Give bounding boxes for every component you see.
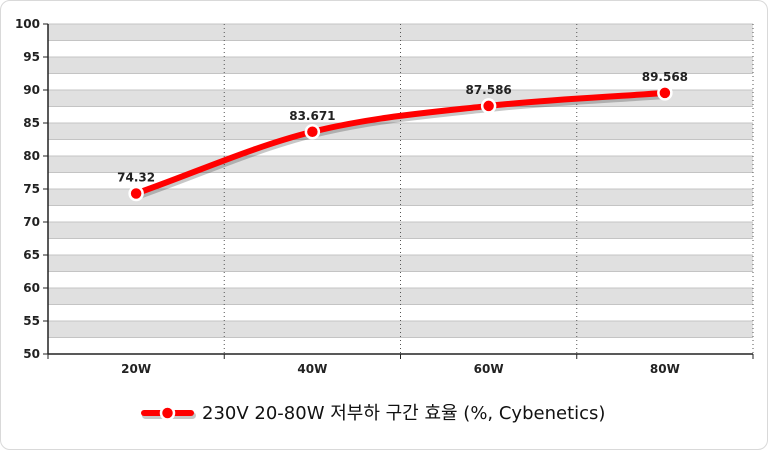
data-points — [128, 85, 673, 202]
data-label: 89.568 — [642, 70, 688, 84]
y-tick-label: 95 — [23, 50, 40, 64]
x-tick-label: 80W — [650, 362, 680, 376]
y-tick-label: 85 — [23, 116, 40, 130]
legend-label: 230V 20-80W 저부하 구간 효율 (%, Cybenetics) — [202, 403, 605, 424]
y-tick-label: 90 — [23, 83, 40, 97]
data-labels: 74.32 83.671 87.586 89.568 — [117, 70, 688, 185]
x-tick-labels: 20W 40W 60W 80W — [121, 362, 680, 376]
data-label: 87.586 — [465, 83, 511, 97]
y-tick-label: 100 — [15, 17, 40, 31]
data-label: 83.671 — [289, 109, 335, 123]
y-tick-label: 55 — [23, 314, 40, 328]
grid-band — [48, 321, 753, 338]
data-point — [480, 98, 497, 114]
x-tick-label: 20W — [121, 362, 151, 376]
y-tick-label: 75 — [23, 182, 40, 196]
grid-band — [48, 57, 753, 74]
grid-band — [48, 189, 753, 206]
y-tick-label: 50 — [23, 347, 40, 361]
data-point — [304, 124, 321, 140]
data-label: 74.32 — [117, 170, 155, 184]
grid-band — [48, 255, 753, 272]
data-point — [657, 85, 673, 101]
legend: 230V 20-80W 저부하 구간 효율 (%, Cybenetics) — [141, 403, 605, 424]
grid-band — [48, 222, 753, 239]
series-line — [133, 89, 668, 197]
axes — [43, 23, 754, 359]
y-tick-labels: 50 55 60 65 70 75 80 85 90 95 100 — [15, 17, 40, 361]
y-tick-label: 70 — [23, 215, 40, 229]
x-tick-label: 60W — [474, 362, 504, 376]
series-layer — [133, 89, 670, 200]
x-tick-label: 40W — [297, 362, 327, 376]
y-tick-label: 65 — [23, 248, 40, 262]
y-tick-label: 60 — [23, 281, 40, 295]
grid-band — [48, 123, 753, 140]
series-line-shadow — [134, 91, 670, 200]
data-point — [128, 185, 144, 202]
grid-band — [48, 90, 753, 107]
y-tick-label: 80 — [23, 149, 40, 163]
legend-marker — [159, 405, 176, 421]
